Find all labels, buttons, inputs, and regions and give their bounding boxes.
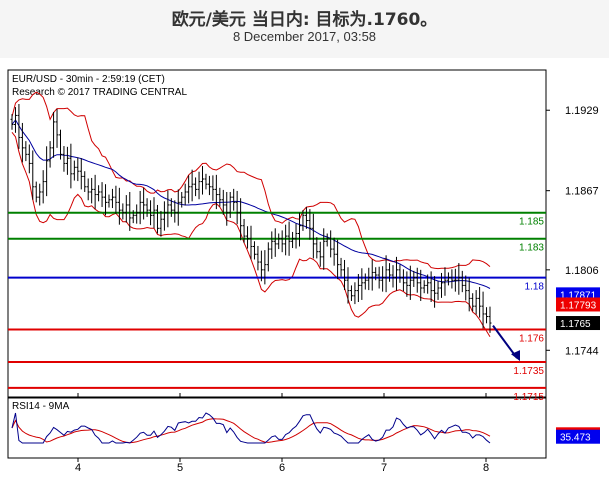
chart-header: 欧元/美元 当日内: 目标为.1760。 8 December 2017, 03…: [0, 0, 609, 58]
chart-timestamp: 8 December 2017, 03:58: [232, 29, 377, 44]
forecast-arrowhead: [511, 350, 520, 362]
price-tag-label: 1.17871: [560, 290, 597, 301]
price-panel: [7, 69, 547, 398]
level-label: 1.1715: [513, 392, 544, 403]
upper-band-line: [11, 91, 491, 270]
symbol-label: EUR/USD - 30min - 2:59:19 (CET): [12, 74, 165, 85]
x-tick-label: 5: [177, 462, 183, 474]
rsi-tag-label: 35.473: [560, 433, 591, 444]
research-label: Research © 2017 TRADING CENTRAL: [12, 87, 187, 98]
level-label: 1.18: [525, 282, 545, 293]
rsi-label: RSI14 - 9MA: [12, 401, 70, 412]
y-tick-label: 1.1744: [565, 345, 599, 357]
rsi-panel: [7, 397, 547, 459]
x-tick-label: 7: [381, 462, 387, 474]
price-tag-label: 1.1765: [560, 319, 591, 330]
y-tick-label: 1.1929: [565, 105, 599, 117]
price-tag-label: 1.17793: [560, 300, 597, 311]
x-tick-label: 6: [279, 462, 285, 474]
forecast-arrow: [492, 325, 518, 359]
y-tick-label: 1.1806: [565, 265, 599, 277]
price-tag-box: [556, 316, 600, 331]
level-label: 1.1735: [513, 366, 544, 377]
level-label: 1.183: [519, 243, 544, 254]
x-tick-label: 8: [483, 462, 489, 474]
y-tick-label: 1.1867: [565, 186, 599, 198]
level-label: 1.176: [519, 334, 544, 345]
x-tick-label: 4: [75, 462, 81, 474]
level-label: 1.185: [519, 217, 544, 228]
rsi-tag-box: [556, 429, 600, 444]
price-tag-box: [556, 297, 600, 312]
chart-title: 欧元/美元 当日内: 目标为.1760。: [171, 10, 438, 30]
rsi-line: [11, 412, 491, 444]
